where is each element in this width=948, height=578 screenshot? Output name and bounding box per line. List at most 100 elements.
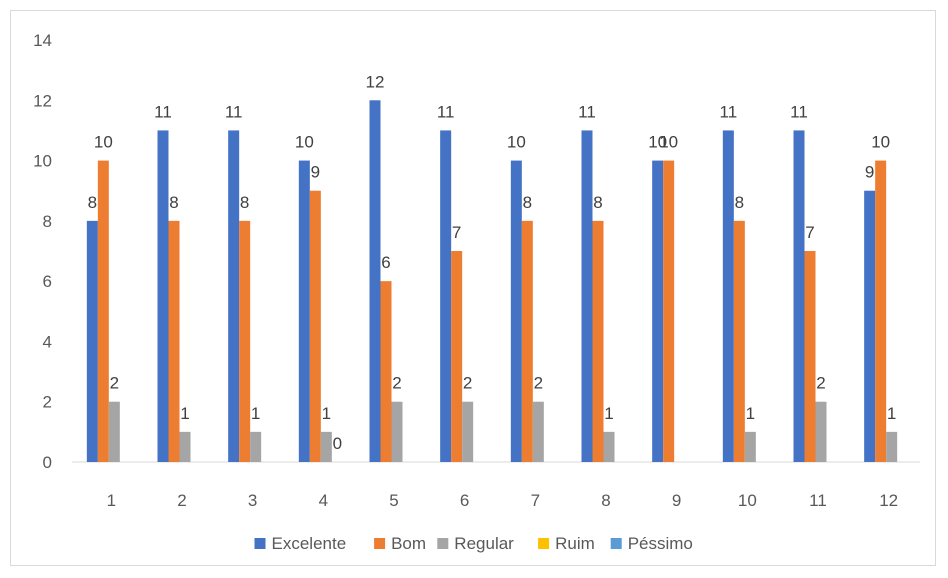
data-label-excelente-4: 10 <box>295 133 314 152</box>
data-label-regular-5: 2 <box>392 374 401 393</box>
bar-regular-8 <box>603 431 615 462</box>
legend-swatch-excelente <box>254 538 266 549</box>
data-label-ruim-4: 0 <box>333 434 342 453</box>
data-label-regular-1: 2 <box>110 374 119 393</box>
bar-regular-4 <box>320 431 332 462</box>
x-tick-label-11: 11 <box>809 491 827 510</box>
bar-regular-5 <box>391 401 403 462</box>
bar-bom-6 <box>451 251 463 462</box>
data-label-bom-5: 6 <box>381 253 390 272</box>
data-label-regular-4: 1 <box>322 404 331 423</box>
legend-label-regular: Regular <box>454 534 514 553</box>
data-label-bom-10: 8 <box>735 193 744 212</box>
y-tick-label-12: 12 <box>33 91 52 110</box>
x-tick-label-4: 4 <box>319 491 328 510</box>
data-label-excelente-6: 11 <box>437 102 455 121</box>
data-label-excelente-12: 9 <box>865 163 874 182</box>
data-label-regular-10: 1 <box>746 404 755 423</box>
bar-excelente-8 <box>581 130 593 462</box>
data-label-excelente-2: 11 <box>154 102 172 121</box>
bar-regular-2 <box>179 431 191 462</box>
data-label-bom-8: 8 <box>593 193 602 212</box>
legend-label-bom: Bom <box>391 534 426 553</box>
legend-label-ruim: Ruim <box>555 534 595 553</box>
data-label-regular-6: 2 <box>463 374 472 393</box>
bar-bom-3 <box>239 220 251 462</box>
data-label-regular-7: 2 <box>534 374 543 393</box>
bar-regular-11 <box>815 401 827 462</box>
x-tick-label-8: 8 <box>601 491 610 510</box>
data-label-bom-12: 10 <box>871 133 890 152</box>
bar-excelente-12 <box>864 190 876 462</box>
bar-regular-7 <box>532 401 544 462</box>
y-tick-label-2: 2 <box>43 393 52 412</box>
x-tick-label-1: 1 <box>107 491 116 510</box>
bar-excelente-4 <box>298 160 310 463</box>
data-label-bom-2: 8 <box>169 193 178 212</box>
bar-regular-10 <box>744 431 756 462</box>
bar-regular-1 <box>108 401 120 462</box>
bar-excelente-2 <box>157 130 169 462</box>
bar-excelente-7 <box>510 160 522 463</box>
data-label-excelente-9: 10 <box>648 133 667 152</box>
data-label-bom-9: 10 <box>659 133 678 152</box>
data-label-excelente-10: 11 <box>720 102 738 121</box>
data-label-bom-7: 8 <box>523 193 532 212</box>
x-tick-label-10: 10 <box>738 491 757 510</box>
bar-bom-12 <box>875 160 887 463</box>
y-tick-label-14: 14 <box>33 31 52 50</box>
legend-swatch-ruim <box>538 538 550 549</box>
x-tick-label-6: 6 <box>460 491 469 510</box>
data-label-excelente-11: 11 <box>790 102 808 121</box>
x-tick-label-5: 5 <box>389 491 398 510</box>
data-label-regular-2: 1 <box>180 404 189 423</box>
data-label-bom-3: 8 <box>240 193 249 212</box>
x-tick-label-3: 3 <box>248 491 257 510</box>
bar-bom-5 <box>380 281 392 462</box>
data-label-regular-11: 2 <box>816 374 825 393</box>
y-tick-label-6: 6 <box>43 272 52 291</box>
x-tick-label-9: 9 <box>672 491 681 510</box>
bar-excelente-10 <box>722 130 734 462</box>
bar-bom-10 <box>733 220 745 462</box>
bar-excelente-6 <box>440 130 452 462</box>
bar-bom-2 <box>168 220 180 462</box>
data-label-bom-11: 7 <box>805 223 814 242</box>
bar-excelente-1 <box>86 220 98 462</box>
legend-swatch-regular <box>437 538 449 549</box>
data-label-bom-4: 9 <box>311 163 320 182</box>
legend-swatch-pessimo <box>610 538 622 549</box>
legend-label-excelente: Excelente <box>272 534 347 553</box>
x-tick-label-7: 7 <box>531 491 540 510</box>
legend-swatch-bom <box>374 538 386 549</box>
x-tick-label-12: 12 <box>879 491 898 510</box>
y-tick-label-0: 0 <box>43 453 52 472</box>
bar-regular-3 <box>250 431 262 462</box>
bar-bom-8 <box>592 220 604 462</box>
bar-excelente-11 <box>793 130 805 462</box>
x-tick-label-2: 2 <box>177 491 186 510</box>
y-tick-label-8: 8 <box>43 212 52 231</box>
data-label-excelente-3: 11 <box>225 102 243 121</box>
data-label-bom-1: 10 <box>94 133 113 152</box>
legend-label-pessimo: Péssimo <box>628 534 693 553</box>
data-label-regular-12: 1 <box>887 404 896 423</box>
data-label-excelente-1: 8 <box>88 193 97 212</box>
data-label-regular-8: 1 <box>604 404 613 423</box>
bar-bom-11 <box>804 251 816 462</box>
bar-bom-7 <box>521 220 533 462</box>
bar-bom-4 <box>309 190 321 462</box>
bar-regular-6 <box>462 401 474 462</box>
bar-excelente-3 <box>228 130 240 462</box>
data-label-excelente-7: 10 <box>507 133 526 152</box>
data-label-excelente-8: 11 <box>578 102 596 121</box>
bar-excelente-9 <box>652 160 664 463</box>
data-label-regular-3: 1 <box>251 404 260 423</box>
data-label-excelente-5: 12 <box>366 72 385 91</box>
data-label-bom-6: 7 <box>452 223 461 242</box>
bar-bom-9 <box>663 160 675 463</box>
y-tick-label-4: 4 <box>43 332 52 351</box>
bar-regular-12 <box>886 431 898 462</box>
y-tick-label-10: 10 <box>33 152 52 171</box>
